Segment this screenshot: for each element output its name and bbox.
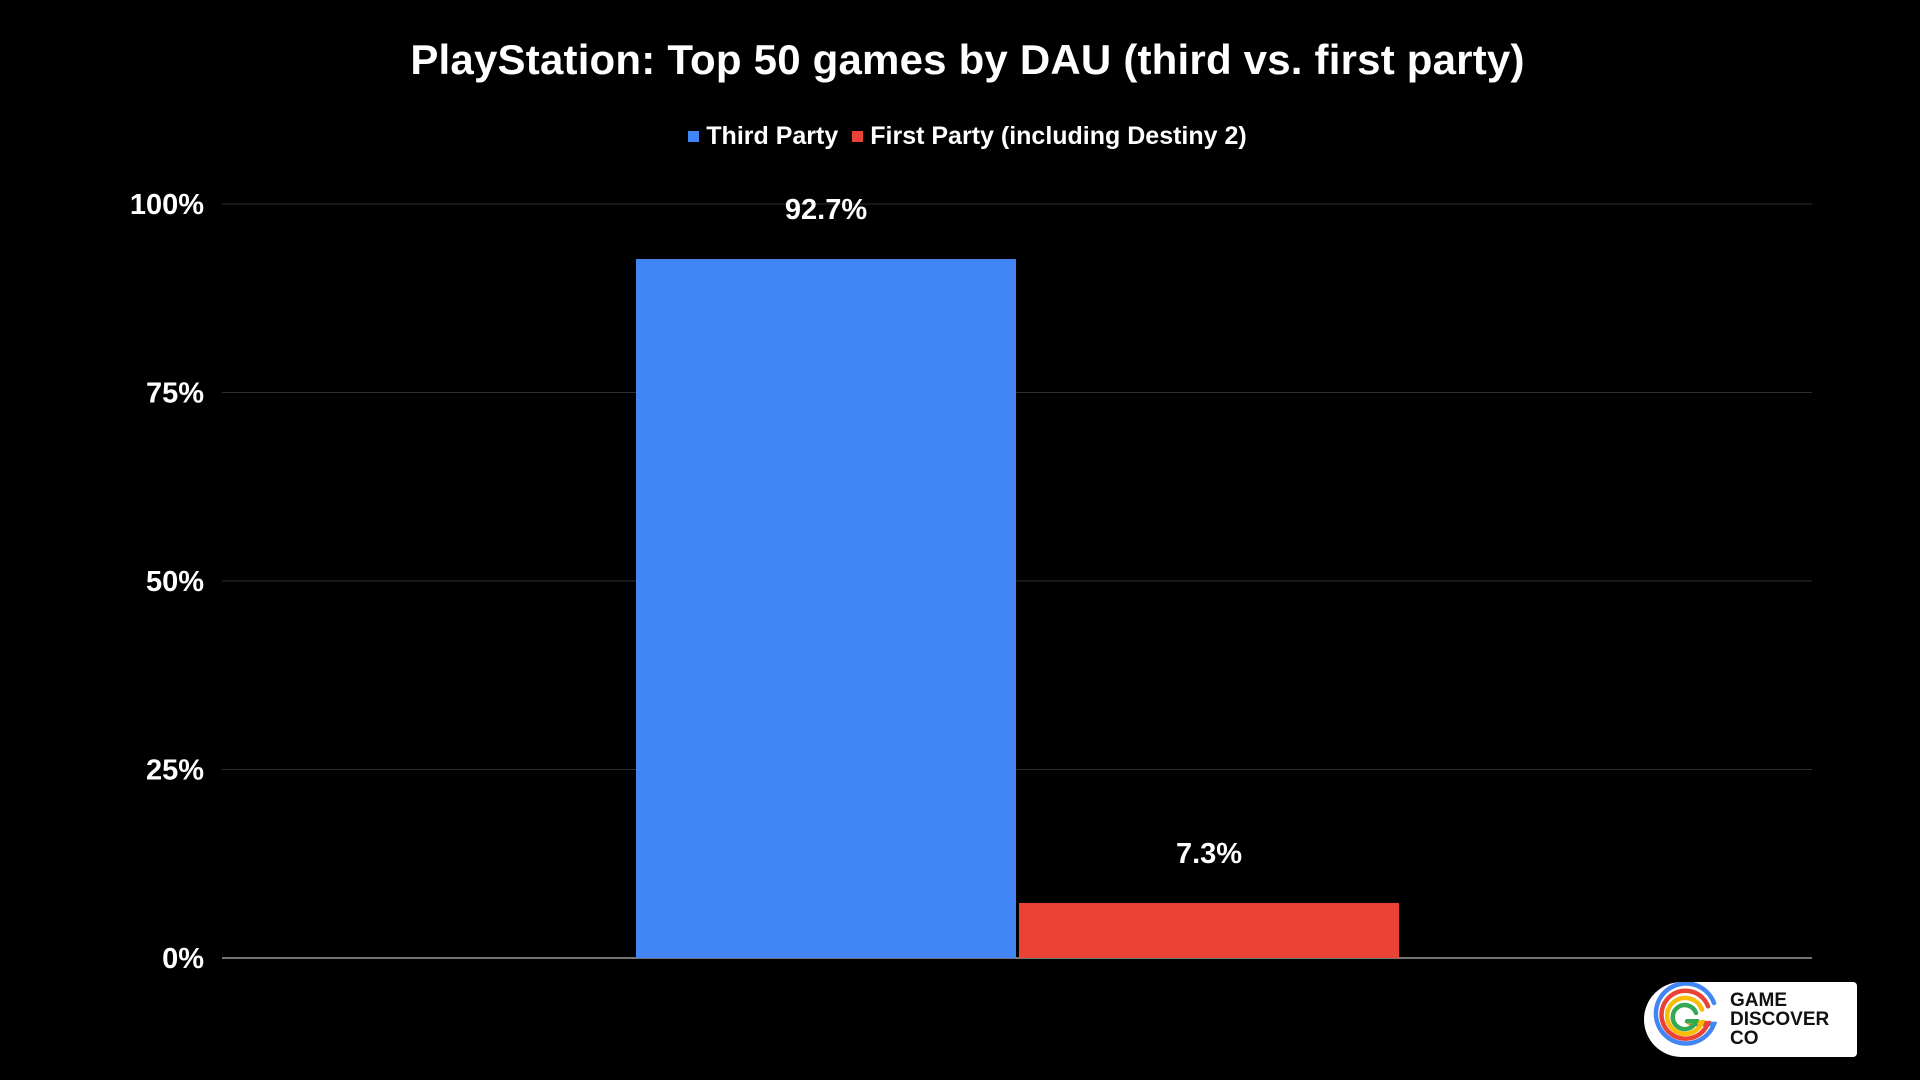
logo-arc-3: [1664, 995, 1706, 1037]
legend-item-third-party: Third Party: [688, 122, 838, 151]
data-label-first-party: 7.3%: [1176, 838, 1242, 870]
legend-item-first-party: First Party (including Destiny 2): [852, 122, 1247, 151]
chart-legend: Third Party First Party (including Desti…: [0, 122, 1920, 151]
logo-arc-1: [1653, 982, 1718, 1046]
y-tick-label: 50%: [146, 566, 204, 598]
logo-wordmark: GAME DISCOVER CO: [1730, 991, 1829, 1048]
data-label-third-party: 92.7%: [785, 194, 867, 226]
legend-swatch-first-party: [852, 131, 864, 142]
logo-mark-icon: [1653, 982, 1718, 1046]
logo-arc-4: [1670, 1002, 1700, 1032]
y-tick-label: 75%: [146, 378, 204, 410]
y-tick-label: 0%: [162, 943, 204, 975]
logo-arc-2: [1659, 988, 1712, 1041]
legend-swatch-third-party: [688, 131, 700, 142]
logo-text-line-1: GAME: [1730, 990, 1787, 1011]
y-tick-label: 25%: [146, 755, 204, 787]
game-discover-co-logo: GAME DISCOVER CO: [1644, 982, 1857, 1057]
legend-label-third-party: Third Party: [706, 122, 839, 150]
bar-first-party: [1019, 902, 1399, 958]
logo-text-line-2: DISCOVER: [1730, 1009, 1830, 1030]
chart-title: PlayStation: Top 50 games by DAU (third …: [410, 36, 1525, 83]
y-tick-label: 100%: [130, 189, 204, 221]
legend-label-first-party: First Party (including Destiny 2): [870, 122, 1247, 150]
bar-third-party: [636, 259, 1016, 958]
logo-text-line-3: CO: [1730, 1028, 1759, 1049]
